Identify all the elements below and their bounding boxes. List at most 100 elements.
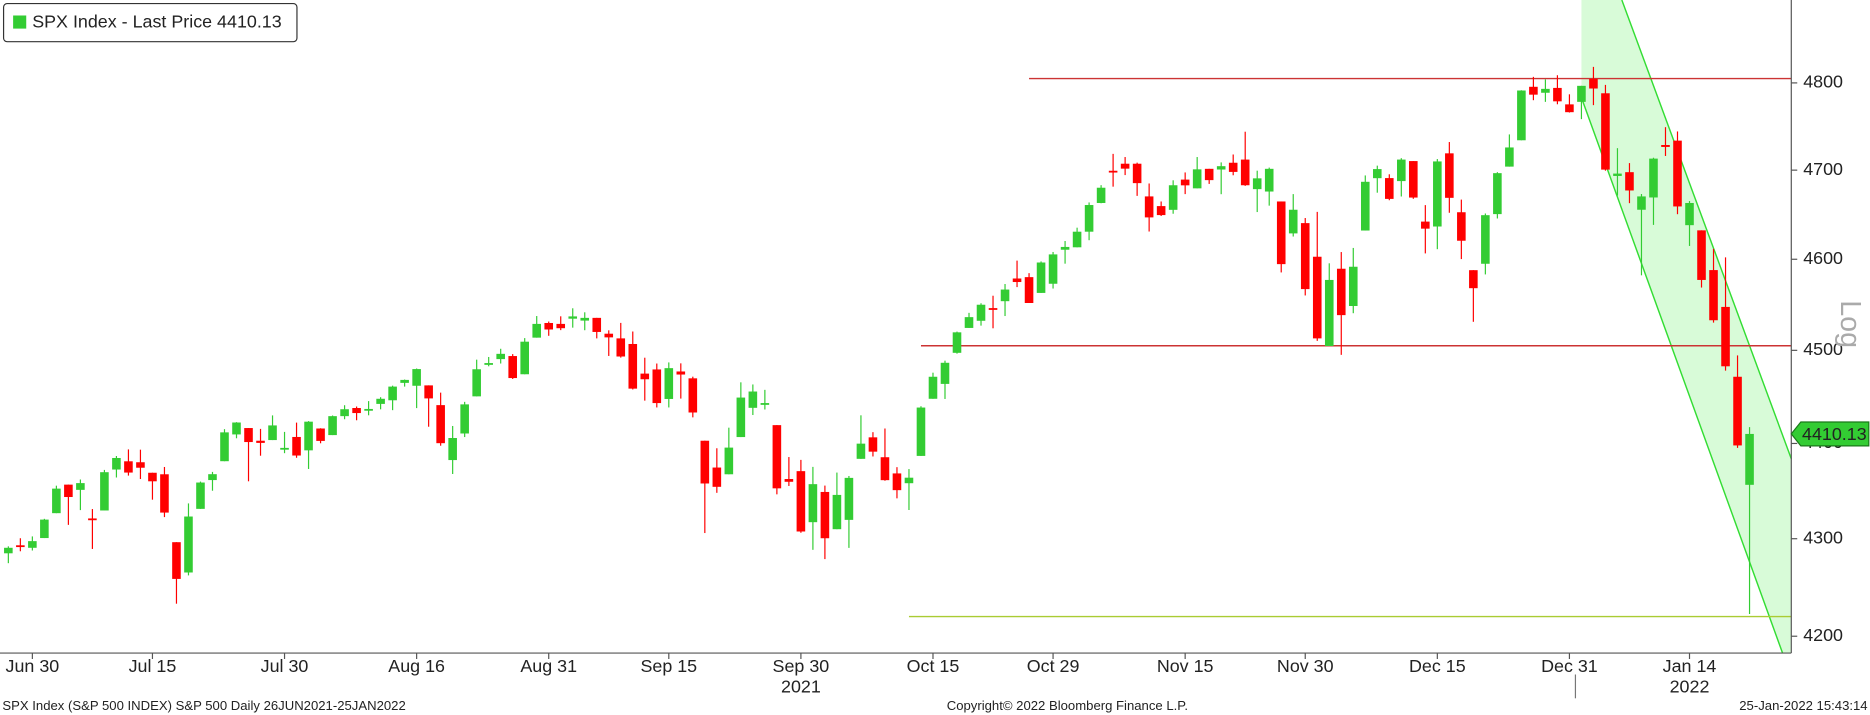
candle-body bbox=[1012, 278, 1022, 283]
x-tick-label: Sep 30 bbox=[773, 656, 830, 676]
candle-body bbox=[1204, 168, 1214, 181]
candle-body bbox=[580, 317, 590, 321]
candle-body bbox=[1240, 159, 1250, 186]
candle-body bbox=[1505, 147, 1514, 167]
candle-body bbox=[256, 440, 265, 443]
candle-body bbox=[1637, 196, 1646, 210]
plot-area bbox=[4, 0, 1792, 654]
y-tick-label: 4300 bbox=[1803, 527, 1843, 547]
candle-body bbox=[1120, 163, 1130, 169]
candle-body bbox=[1072, 231, 1082, 248]
candle-body bbox=[520, 341, 529, 375]
candle-body bbox=[160, 474, 169, 513]
candle-body bbox=[28, 541, 37, 548]
candle-body bbox=[1553, 87, 1562, 102]
candle-body bbox=[772, 425, 782, 489]
candle-body bbox=[196, 482, 205, 509]
candle-body bbox=[88, 518, 97, 521]
candle-body bbox=[1048, 254, 1058, 284]
candle-body bbox=[64, 484, 73, 498]
candle-body bbox=[1469, 270, 1478, 289]
candle-body bbox=[1108, 170, 1118, 173]
x-tick-label: Jul 15 bbox=[129, 656, 177, 676]
candle-body bbox=[1709, 270, 1718, 321]
candle-body bbox=[1649, 158, 1658, 198]
candle-body bbox=[328, 416, 337, 436]
candle-body bbox=[556, 323, 566, 329]
candle-body bbox=[688, 378, 698, 413]
candle-body bbox=[304, 421, 313, 451]
candle-body bbox=[1481, 215, 1490, 264]
candle-body bbox=[76, 483, 85, 490]
candle-body bbox=[928, 376, 938, 399]
candle-body bbox=[124, 461, 133, 473]
x-tick-label: Jul 30 bbox=[261, 656, 309, 676]
candle-body bbox=[544, 322, 554, 330]
candle-body bbox=[268, 425, 277, 441]
candle-body bbox=[1601, 93, 1610, 170]
candle-body bbox=[448, 438, 457, 461]
candle-body bbox=[964, 317, 974, 328]
candle-body bbox=[1036, 262, 1046, 293]
candle-body bbox=[148, 472, 157, 482]
candle-body bbox=[652, 369, 662, 404]
candle-body bbox=[1673, 140, 1682, 207]
candle-body bbox=[412, 369, 421, 386]
x-tick-label: Dec 31 bbox=[1541, 656, 1598, 676]
candle-body bbox=[1493, 173, 1502, 215]
x-tick-label: Aug 31 bbox=[520, 656, 577, 676]
candle-body bbox=[1433, 161, 1442, 227]
candle-body bbox=[664, 368, 674, 399]
x-tick-label: Dec 15 bbox=[1409, 656, 1466, 676]
candle-body bbox=[220, 432, 229, 462]
year-label: 2021 bbox=[781, 676, 821, 696]
candle-body bbox=[784, 479, 794, 482]
candle-body bbox=[316, 428, 325, 441]
candle-body bbox=[292, 436, 301, 456]
candle-body bbox=[1721, 306, 1730, 367]
legend: SPX Index - Last Price 4410.13 bbox=[2, 2, 298, 43]
candle-body bbox=[232, 422, 241, 435]
candle-body bbox=[1445, 153, 1454, 198]
candle-body bbox=[184, 516, 193, 573]
candle-body bbox=[1180, 179, 1190, 186]
candle-body bbox=[472, 369, 481, 397]
candle-body bbox=[376, 398, 385, 404]
candle-body bbox=[52, 488, 61, 514]
candle-body bbox=[1000, 289, 1010, 302]
candle-body bbox=[1300, 223, 1310, 290]
candle-body bbox=[916, 407, 926, 456]
candle-body bbox=[1541, 88, 1550, 93]
candle-body bbox=[1697, 230, 1706, 280]
candle-body bbox=[736, 397, 746, 438]
candle-body bbox=[40, 519, 49, 539]
footer-left: SPX Index (S&P 500 INDEX) S&P 500 Daily … bbox=[2, 698, 405, 713]
candle-body bbox=[616, 338, 626, 357]
x-tick-label: Nov 30 bbox=[1277, 656, 1334, 676]
candle-body bbox=[484, 363, 493, 365]
candle-body bbox=[604, 333, 614, 338]
candle-body bbox=[424, 385, 433, 399]
candle-body bbox=[1409, 161, 1418, 198]
candle-body bbox=[280, 447, 289, 450]
candle-body bbox=[1252, 178, 1262, 190]
scale-label: Log bbox=[1834, 300, 1866, 348]
candle-body bbox=[1529, 86, 1538, 95]
candle-body bbox=[1457, 212, 1466, 241]
candle-body bbox=[400, 379, 409, 383]
candle-body bbox=[724, 447, 734, 475]
candle-body bbox=[1733, 376, 1742, 446]
x-tick-label: Nov 15 bbox=[1157, 656, 1214, 676]
candle-body bbox=[868, 437, 878, 452]
candle-body bbox=[1324, 279, 1334, 347]
last-price-label: 4410.13 bbox=[1802, 424, 1867, 444]
x-tick-label: Jun 30 bbox=[6, 656, 60, 676]
candle-body bbox=[844, 477, 854, 520]
candle-body bbox=[244, 428, 253, 443]
channel-line bbox=[1621, 0, 1792, 459]
candle-body bbox=[1336, 268, 1346, 316]
candle-body bbox=[4, 547, 13, 554]
candle-body bbox=[1132, 163, 1142, 184]
